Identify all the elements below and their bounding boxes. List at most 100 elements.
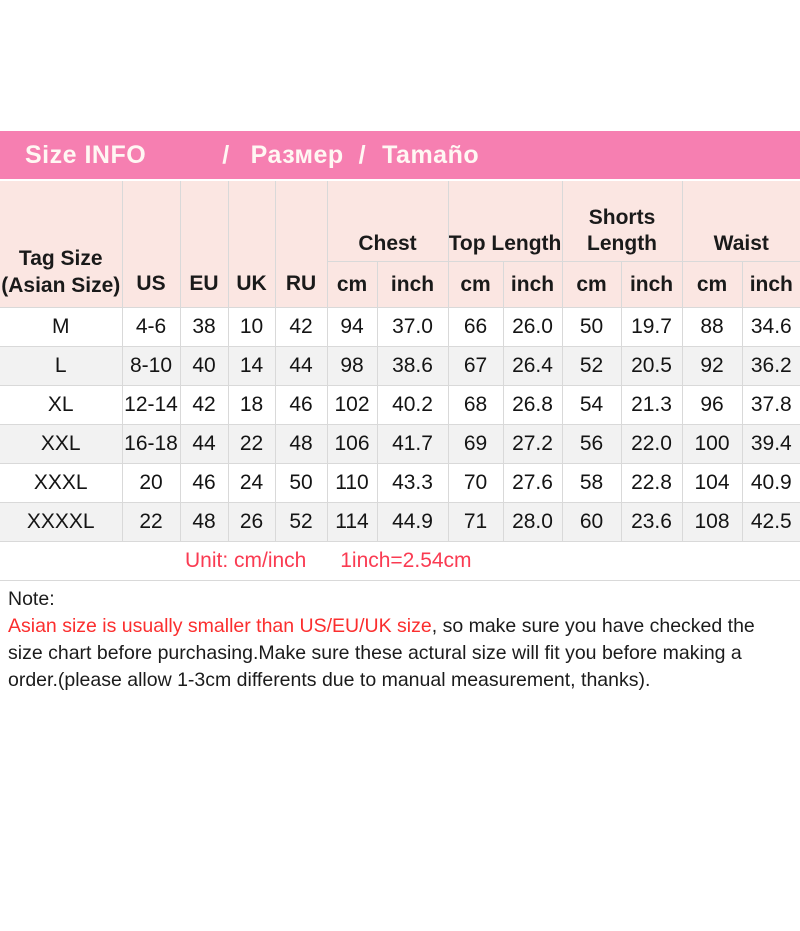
table-cell: 92 [681, 346, 743, 386]
note-warning-red: Asian size is usually smaller than US/EU… [8, 615, 432, 637]
table-cell: 42 [179, 385, 229, 425]
table-cell: XXXL [0, 463, 123, 503]
chest-inch-header: inch [376, 261, 449, 308]
us-column-header: US [121, 181, 181, 308]
table-cell: 40.2 [376, 385, 449, 425]
table-cell: L [0, 346, 123, 386]
table-cell: 108 [681, 502, 743, 542]
table-cell: XL [0, 385, 123, 425]
table-cell: 37.0 [376, 307, 449, 347]
table-cell: 42.5 [741, 502, 800, 542]
page-title: Size INFO [25, 140, 147, 169]
table-cell: 26 [227, 502, 276, 542]
waist-cm-header: cm [681, 261, 743, 308]
page-title-spanish: Tamaño [382, 140, 480, 169]
table-cell: 21.3 [620, 385, 683, 425]
table-row: XXL 16-18 44 22 48 106 41.7 69 27.2 56 2… [0, 424, 800, 464]
unit-label: Unit: cm/inch [185, 549, 307, 572]
table-cell: 20 [121, 463, 181, 503]
table-cell: 70 [447, 463, 504, 503]
table-cell: XXXXL [0, 502, 123, 542]
table-cell: 14 [227, 346, 276, 386]
table-cell: 8-10 [121, 346, 181, 386]
table-cell: 66 [447, 307, 504, 347]
table-row: XL 12-14 42 18 46 102 40.2 68 26.8 54 21… [0, 385, 800, 425]
tag-size-column-header: Tag Size (Asian Size) [0, 181, 123, 308]
table-cell: 102 [326, 385, 378, 425]
table-cell: 36.2 [741, 346, 800, 386]
table-cell: 69 [447, 424, 504, 464]
note-label: Note: [8, 588, 55, 610]
table-cell: 52 [561, 346, 622, 386]
table-cell: 44 [274, 346, 328, 386]
table-cell: 22 [227, 424, 276, 464]
table-cell: 46 [179, 463, 229, 503]
table-cell: 44.9 [376, 502, 449, 542]
waist-inch-header: inch [741, 261, 800, 308]
table-cell: 106 [326, 424, 378, 464]
waist-group-header: Waist [681, 181, 800, 262]
table-cell: 19.7 [620, 307, 683, 347]
shorts-length-cm-header: cm [561, 261, 622, 308]
table-cell: 26.4 [502, 346, 563, 386]
table-cell: 71 [447, 502, 504, 542]
size-info-header-bar: Size INFO / Размер / Tamaño [0, 131, 800, 179]
table-cell: 37.8 [741, 385, 800, 425]
top-length-group-header: Top Length [447, 181, 563, 262]
table-cell: 43.3 [376, 463, 449, 503]
table-header-group-row: Tag Size (Asian Size) US EU UK RU Chest … [0, 181, 800, 308]
table-cell: 28.0 [502, 502, 563, 542]
table-cell: 98 [326, 346, 378, 386]
table-cell: 100 [681, 424, 743, 464]
table-cell: 52 [274, 502, 328, 542]
unit-note-row: Unit: cm/inch 1inch=2.54cm [0, 541, 800, 581]
table-cell: 22 [121, 502, 181, 542]
shorts-length-group-header: Shorts Length [561, 181, 683, 262]
table-cell: 94 [326, 307, 378, 347]
table-cell: 38 [179, 307, 229, 347]
note-section: Note: Asian size is usually smaller than… [8, 586, 792, 694]
table-cell: 23.6 [620, 502, 683, 542]
table-cell: 104 [681, 463, 743, 503]
table-cell: 40 [179, 346, 229, 386]
note-text-black: , so make sure you have checked the size… [8, 615, 755, 691]
page-title-russian: Размер [250, 140, 344, 169]
table-cell: 67 [447, 346, 504, 386]
table-cell: 60 [561, 502, 622, 542]
table-cell: XXL [0, 424, 123, 464]
table-row: M 4-6 38 10 42 94 37.0 66 26.0 50 19.7 8… [0, 307, 800, 347]
table-row: XXXXL 22 48 26 52 114 44.9 71 28.0 60 23… [0, 502, 800, 542]
size-chart-table: Tag Size (Asian Size) US EU UK RU Chest … [0, 181, 800, 581]
table-cell: 41.7 [376, 424, 449, 464]
table-cell: 4-6 [121, 307, 181, 347]
table-cell: 26.8 [502, 385, 563, 425]
top-length-cm-header: cm [447, 261, 504, 308]
table-cell: 27.6 [502, 463, 563, 503]
chest-group-header: Chest [326, 181, 449, 262]
table-cell: 22.8 [620, 463, 683, 503]
unit-conversion: 1inch=2.54cm [340, 549, 472, 572]
table-cell: 18 [227, 385, 276, 425]
table-cell: 88 [681, 307, 743, 347]
table-cell: 44 [179, 424, 229, 464]
table-cell: 10 [227, 307, 276, 347]
table-cell: 58 [561, 463, 622, 503]
table-cell: 50 [274, 463, 328, 503]
ru-column-header: RU [274, 181, 328, 308]
table-cell: 46 [274, 385, 328, 425]
top-length-inch-header: inch [502, 261, 563, 308]
table-cell: 16-18 [121, 424, 181, 464]
table-cell: 40.9 [741, 463, 800, 503]
table-cell: 12-14 [121, 385, 181, 425]
uk-column-header: UK [227, 181, 276, 308]
table-cell: 27.2 [502, 424, 563, 464]
eu-column-header: EU [179, 181, 229, 308]
table-cell: 22.0 [620, 424, 683, 464]
chest-cm-header: cm [327, 261, 378, 308]
note-text: Asian size is usually smaller than US/EU… [8, 613, 792, 694]
table-cell: 68 [447, 385, 504, 425]
table-row: L 8-10 40 14 44 98 38.6 67 26.4 52 20.5 … [0, 346, 800, 386]
table-row: XXXL 20 46 24 50 110 43.3 70 27.6 58 22.… [0, 463, 800, 503]
table-cell: 24 [227, 463, 276, 503]
table-cell: 34.6 [741, 307, 800, 347]
